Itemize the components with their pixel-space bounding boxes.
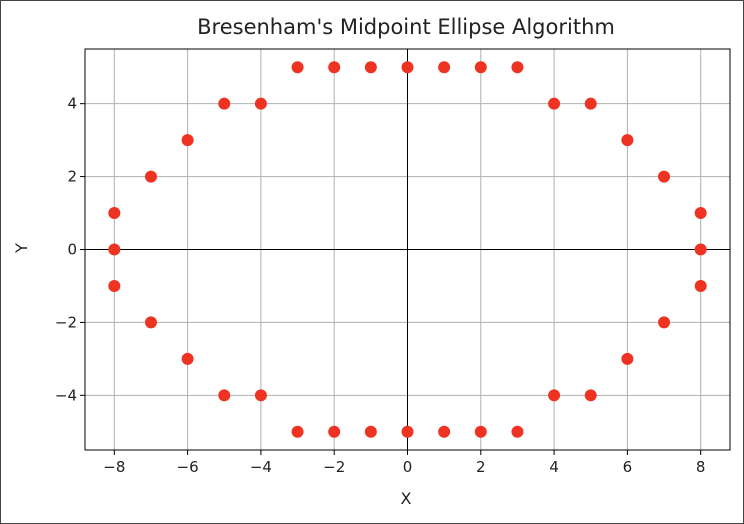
data-point <box>181 352 194 365</box>
y-tick-label: −2 <box>55 313 77 331</box>
data-point <box>328 425 341 438</box>
data-point <box>474 61 487 74</box>
data-point <box>511 425 524 438</box>
data-point <box>291 425 304 438</box>
x-axis-label: X <box>401 489 412 508</box>
data-point <box>291 61 304 74</box>
data-point <box>254 389 267 402</box>
x-tick-label: 0 <box>403 458 413 476</box>
y-axis-label: Y <box>12 243 31 254</box>
tick-marks-and-labels: −8 −6 −4 −2 0 2 4 6 8 −4 −2 0 2 4 <box>55 95 706 476</box>
x-tick-label: 4 <box>549 458 559 476</box>
origin-axes <box>85 49 730 450</box>
x-tick-label: −2 <box>323 458 345 476</box>
data-point <box>438 61 451 74</box>
data-point <box>254 97 267 110</box>
x-tick-label: −8 <box>103 458 125 476</box>
data-point <box>621 352 634 365</box>
y-tick-label: −4 <box>55 386 77 404</box>
x-tick-label: 8 <box>696 458 706 476</box>
data-point <box>584 389 597 402</box>
data-point <box>108 243 121 256</box>
y-tick-label: 0 <box>67 241 77 259</box>
y-tick-label: 4 <box>67 95 77 113</box>
data-point <box>364 61 377 74</box>
y-tick-label: 2 <box>67 168 77 186</box>
data-point <box>694 279 707 292</box>
data-point <box>658 316 671 329</box>
data-point <box>144 170 157 183</box>
data-point <box>438 425 451 438</box>
data-point <box>621 134 634 147</box>
x-tick-label: −4 <box>250 458 272 476</box>
data-point <box>694 207 707 220</box>
data-point <box>181 134 194 147</box>
data-point <box>328 61 341 74</box>
chart-title: Bresenham's Midpoint Ellipse Algorithm <box>197 15 615 39</box>
data-point <box>364 425 377 438</box>
data-point <box>108 279 121 292</box>
data-point <box>474 425 487 438</box>
data-point <box>548 97 561 110</box>
data-point <box>218 389 231 402</box>
data-point <box>694 243 707 256</box>
data-point <box>218 97 231 110</box>
x-tick-label: 2 <box>476 458 486 476</box>
data-point <box>108 207 121 220</box>
data-point <box>658 170 671 183</box>
data-point <box>584 97 597 110</box>
data-point <box>144 316 157 329</box>
data-point <box>548 389 561 402</box>
data-point <box>401 61 414 74</box>
data-point <box>511 61 524 74</box>
x-tick-label: 6 <box>623 458 633 476</box>
data-point <box>401 425 414 438</box>
x-tick-label: −6 <box>177 458 199 476</box>
data-points <box>108 61 707 438</box>
